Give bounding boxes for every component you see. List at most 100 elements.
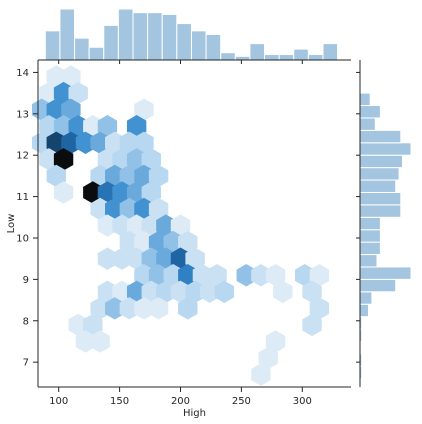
marginal-x-bar-2 (74, 37, 90, 61)
hexbin-45 (148, 197, 169, 221)
y-tick-label-8: 8 (23, 316, 29, 327)
hexbin-89 (134, 297, 154, 320)
hexbin-71 (251, 264, 271, 287)
hexbin-41 (90, 197, 110, 221)
y-tick-label-10: 10 (16, 233, 29, 244)
marginal-y-bar-7 (359, 278, 397, 293)
hexbin-81 (185, 280, 205, 303)
hexbin-24 (53, 148, 74, 171)
hexbin-40 (141, 181, 161, 204)
hexbin-96 (75, 330, 96, 353)
hexbin-51 (170, 214, 191, 237)
marginal-x-bar-18 (307, 54, 324, 61)
hexbin-43 (119, 197, 140, 221)
hexbin-16 (46, 131, 66, 154)
hexbin-85 (302, 280, 322, 303)
hexbin-19 (90, 131, 110, 154)
hexbin-layer (31, 65, 330, 386)
y-axis-title: Low (6, 214, 17, 234)
marginal-x-bar-13 (234, 55, 251, 61)
hexbin-25 (97, 148, 118, 171)
hexbin-30 (90, 164, 110, 188)
hexbin-68 (192, 264, 213, 287)
hexbin-94 (83, 313, 103, 337)
marginal-x-bar-7 (147, 12, 163, 61)
hexbin-28 (141, 148, 161, 171)
marginal-x-bar-9 (176, 23, 192, 61)
marginal-y-bar-13 (359, 204, 402, 218)
hexbin-17 (61, 131, 81, 154)
hexbin-47 (112, 214, 132, 237)
hexbin-35 (53, 181, 74, 204)
hexbin-38 (112, 181, 132, 204)
marginal-y-histogram (359, 92, 412, 380)
hexbin-49 (141, 214, 161, 237)
hexbin-66 (163, 264, 183, 287)
hexbin-31 (105, 164, 125, 188)
hexbin-27 (126, 148, 147, 171)
hexbin-18 (75, 131, 96, 154)
marginal-x-bar-11 (205, 34, 222, 61)
marginal-y-bar-11 (359, 229, 381, 243)
hexbin-99 (258, 346, 278, 370)
marginal-x-bar-19 (322, 43, 339, 61)
hexbin-48 (126, 214, 147, 237)
hexbin-42 (105, 197, 125, 221)
marginal-x-bar-14 (249, 43, 266, 61)
y-tick-label-7: 7 (23, 358, 29, 369)
hexbin-21 (119, 131, 140, 154)
marginal-y-bar-20 (359, 117, 376, 131)
x-tick-label-200: 200 (171, 396, 190, 407)
marginal-y-bar-22 (359, 92, 371, 107)
hexbin-64 (134, 264, 154, 287)
hexbin-75 (97, 280, 118, 303)
marginal-y-bar-21 (359, 105, 381, 119)
hexbin-14 (126, 115, 147, 138)
marginal-x-bar-8 (161, 13, 178, 61)
marginal-x-bar-12 (220, 52, 236, 61)
hexbin-84 (273, 280, 293, 303)
marginal-x-bar-3 (88, 46, 105, 61)
y-tick-label-13: 13 (16, 109, 29, 120)
hexbin-5 (31, 98, 52, 121)
marginal-y-bar-8 (359, 266, 412, 280)
hexbin-29 (46, 164, 66, 188)
hexbin-80 (170, 280, 191, 303)
hexbin-92 (309, 297, 330, 320)
marginal-x-bar-5 (117, 8, 134, 61)
marginal-x-bar-4 (103, 24, 119, 61)
hexbin-70 (236, 264, 256, 287)
marginal-x-bar-6 (132, 12, 149, 61)
hexbin-76 (112, 280, 132, 303)
hexbin-32 (119, 164, 140, 188)
hexbin-59 (126, 247, 147, 270)
hexbin-97 (90, 330, 110, 353)
marginal-x-bar-0 (44, 30, 61, 61)
hexbin-44 (134, 197, 154, 221)
y-tick-label-12: 12 (16, 151, 29, 162)
hexbin-55 (163, 230, 183, 254)
hexbin-95 (302, 313, 322, 337)
hexbin-13 (97, 115, 118, 138)
y-tick-label-9: 9 (23, 275, 29, 286)
hexbin-58 (112, 247, 132, 270)
hexbin-67 (178, 264, 198, 287)
hexbin-73 (295, 264, 315, 287)
hexbin-52 (119, 230, 140, 254)
hexbin-22 (134, 131, 154, 154)
hexbin-37 (97, 181, 118, 204)
hexbin-1 (61, 65, 81, 88)
hexbin-61 (156, 247, 176, 270)
marginal-y-bar-19 (359, 129, 402, 144)
hexbin-56 (178, 230, 198, 254)
marginal-y-bar-6 (359, 291, 373, 305)
hexbin-23 (39, 148, 59, 171)
hexbin-26 (112, 148, 132, 171)
hexbin-90 (148, 297, 169, 320)
hexbin-46 (97, 214, 118, 237)
hexbin-50 (156, 214, 176, 237)
y-tick-label-14: 14 (16, 68, 29, 79)
y-ticks: 7 8 9 10 11 12 13 14 (16, 68, 360, 369)
hexbin-8 (134, 98, 154, 121)
